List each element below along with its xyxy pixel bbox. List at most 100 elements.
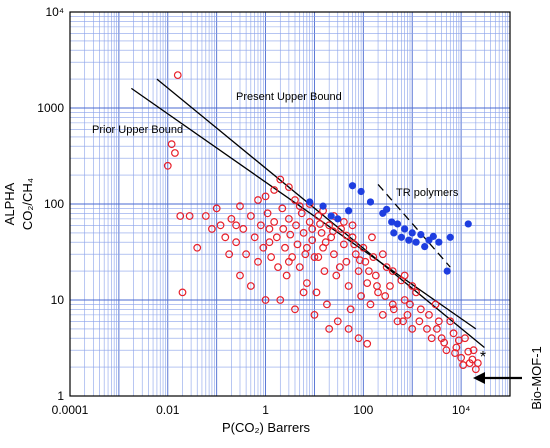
blue-data-point — [443, 267, 451, 275]
red-data-point — [321, 238, 330, 247]
bio-mof-label: Bio-MOF-1 — [529, 346, 544, 410]
red-data-point — [323, 300, 331, 309]
red-data-point — [393, 317, 402, 326]
red-data-point — [381, 292, 390, 300]
red-data-point — [363, 279, 372, 287]
red-data-point — [316, 220, 324, 228]
red-data-point — [399, 317, 407, 326]
red-data-point — [333, 317, 342, 326]
blue-data-point — [401, 225, 409, 233]
red-data-point — [282, 271, 291, 280]
red-data-point — [276, 175, 285, 184]
prior-upper-bound-line — [130, 87, 477, 330]
blue-data-point — [421, 242, 429, 251]
red-data-point — [302, 243, 311, 252]
blue-data-point — [357, 187, 365, 196]
red-data-point — [286, 230, 295, 239]
red-data-point — [388, 300, 397, 309]
red-data-point — [208, 225, 216, 233]
y-axis-title-line1: ALPHA — [2, 182, 17, 225]
red-data-point — [171, 149, 179, 157]
red-data-point — [464, 347, 473, 356]
red-data-point — [473, 359, 482, 368]
red-data-point — [371, 271, 380, 280]
data-points: * — [163, 71, 486, 374]
red-data-point — [400, 296, 409, 304]
red-data-point — [176, 212, 185, 220]
blue-data-point — [464, 220, 472, 228]
plot-frame — [69, 11, 511, 397]
x-tick-label: 100 — [353, 403, 373, 417]
red-data-point — [305, 218, 314, 226]
red-data-point — [167, 140, 176, 149]
red-data-point — [469, 346, 478, 355]
blue-data-point — [383, 205, 391, 213]
red-data-point — [265, 225, 274, 233]
blue-data-point — [435, 238, 443, 246]
red-data-point — [281, 243, 289, 252]
y-tick-label: 1 — [57, 389, 64, 403]
y-axis-title-line2: CO₂/CH₄ — [20, 178, 35, 230]
y-tick-label: 1000 — [37, 101, 64, 115]
red-data-point — [246, 212, 255, 220]
bio-mof-arrow — [473, 372, 522, 384]
red-data-point — [279, 225, 288, 233]
x-tick-label: 0.0001 — [52, 403, 89, 417]
red-data-point — [314, 212, 323, 220]
red-data-point — [263, 209, 272, 218]
red-data-point — [270, 218, 279, 226]
red-data-point — [446, 317, 455, 326]
red-data-point — [468, 355, 477, 364]
red-data-point — [431, 300, 440, 309]
red-data-point — [351, 250, 360, 259]
red-data-point — [427, 334, 436, 343]
red-data-point — [254, 196, 262, 204]
red-data-point — [416, 305, 425, 314]
blue-data-point — [408, 229, 416, 237]
y-tick-label: 10 — [51, 293, 65, 307]
red-data-point — [295, 202, 304, 211]
red-data-point — [274, 263, 282, 272]
red-data-point — [254, 257, 262, 266]
red-data-point — [242, 250, 251, 259]
x-axis-title: P(CO₂) Barrers — [222, 420, 311, 435]
red-data-point — [212, 204, 221, 213]
red-data-point — [339, 218, 348, 226]
y-tick-label: 100 — [44, 197, 64, 211]
red-data-point — [408, 282, 417, 290]
red-data-point — [267, 253, 276, 261]
red-data-point — [423, 324, 431, 333]
red-data-point — [382, 263, 391, 272]
blue-data-point — [306, 198, 314, 206]
red-data-point — [408, 324, 417, 333]
red-data-point — [293, 240, 302, 249]
red-data-point — [378, 250, 387, 259]
tr-polymers-bound-line — [377, 183, 451, 268]
red-data-point — [325, 324, 334, 333]
red-data-point — [278, 204, 287, 213]
red-data-point — [386, 282, 394, 290]
red-data-point — [434, 317, 443, 326]
red-data-point — [292, 221, 300, 230]
red-data-point — [339, 240, 348, 249]
red-data-point — [433, 324, 441, 333]
red-data-point — [437, 334, 446, 343]
red-data-point — [415, 317, 424, 326]
red-data-point — [265, 238, 274, 247]
red-data-point — [406, 300, 414, 309]
red-data-point — [216, 221, 225, 230]
blue-data-point — [405, 236, 413, 244]
red-data-point — [302, 279, 311, 287]
red-data-point — [163, 161, 172, 170]
prior-upper-bound-label: Prior Upper Bound — [92, 124, 183, 136]
red-data-point — [308, 236, 317, 245]
red-data-point — [354, 267, 363, 276]
red-data-point — [452, 343, 461, 352]
red-data-point — [361, 257, 370, 266]
red-data-point — [312, 288, 321, 297]
red-data-point — [310, 310, 319, 319]
grid — [69, 12, 510, 397]
red-data-point — [400, 271, 409, 280]
red-data-point — [454, 336, 463, 345]
